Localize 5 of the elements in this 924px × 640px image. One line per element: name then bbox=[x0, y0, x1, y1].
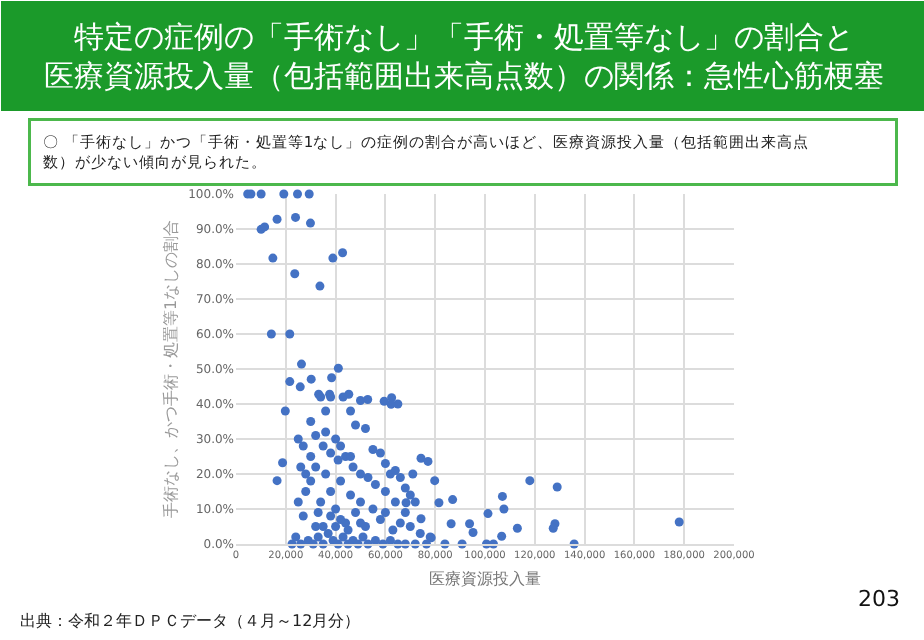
chart-title: 特定の症例の「手術なし」「手術・処置等なし」の割合と医療資源投入量（包括範囲出来高点数）の関係：急性心筋梗塞 bbox=[44, 18, 884, 94]
text: 203 bbox=[858, 586, 900, 612]
source-note: 出典：令和２年ＤＰＣデータ（４月～12月分） bbox=[20, 612, 361, 630]
x-axis-title: 医療資源投入量 bbox=[429, 570, 541, 589]
y-axis-title: 手術なし、かつ手術・処置等1なしの割合 bbox=[161, 219, 180, 519]
